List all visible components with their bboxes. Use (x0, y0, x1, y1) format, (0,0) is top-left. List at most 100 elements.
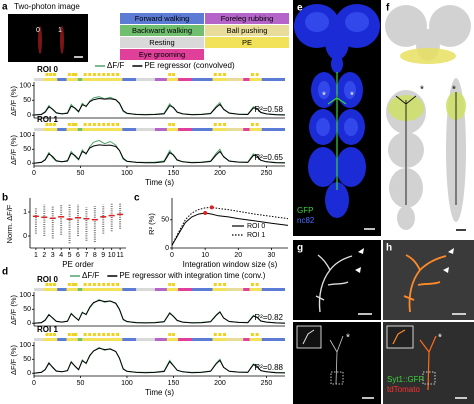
x-tick-label: 0 (32, 380, 36, 387)
ethogram-segment (77, 128, 83, 131)
x-tick-label: 200 (214, 170, 226, 177)
y-tick-label: 100 (19, 82, 31, 89)
y-tick-label: 1 (23, 209, 27, 216)
pe-event (213, 333, 217, 336)
ethogram-segment (227, 338, 244, 341)
ethogram-segment (192, 288, 213, 291)
pe-event (213, 283, 217, 286)
pe-event (52, 123, 56, 126)
y-tick-label: 100 (19, 132, 31, 139)
panel-letter: a (2, 2, 8, 13)
ethogram-segment (66, 128, 78, 131)
pe-event (71, 333, 75, 336)
ethogram-segment (66, 288, 78, 291)
pe-event (92, 283, 96, 286)
pe-event (49, 333, 53, 336)
behavior-label: Forward walking (135, 14, 190, 23)
ethogram-segment (136, 78, 155, 81)
pe-event (88, 73, 92, 76)
pe-event (223, 283, 227, 286)
ethogram-segment (249, 338, 262, 341)
series-line (171, 206, 289, 246)
ethogram-segment (57, 128, 67, 131)
pe-event (116, 333, 120, 336)
pe-event (67, 123, 71, 126)
y-tick-label: 0 (27, 160, 31, 167)
y-tick-label: 0 (27, 112, 31, 119)
x-tick-label: 250 (261, 380, 273, 387)
pe-event (168, 73, 172, 76)
pe-event (116, 73, 120, 76)
r2-annotation: R²=0.82 (254, 313, 283, 322)
pe-event (168, 333, 172, 336)
x-tick-label: 11 (116, 252, 123, 259)
x-tick-label: 2 (42, 252, 46, 259)
pe-event (67, 283, 71, 286)
r2-annotation: R²=0.88 (254, 363, 283, 372)
ethogram-segment (178, 78, 193, 81)
behavior-swatch (120, 25, 204, 36)
pe-event (45, 73, 49, 76)
x-tick-label: 200 (214, 380, 226, 387)
ethogram-segment (166, 338, 179, 341)
pe-event (49, 123, 53, 126)
ethogram-segment (43, 128, 58, 131)
pe-event (71, 123, 75, 126)
x-tick-label: 0 (170, 252, 174, 259)
y-tick-label: 50 (23, 306, 31, 313)
behavior-label: PE (242, 38, 252, 47)
ethogram-segment (122, 338, 137, 341)
pe-event (67, 333, 71, 336)
pe-event (97, 333, 101, 336)
series-line (33, 96, 286, 116)
y-tick-label: 0 (23, 233, 27, 240)
ethogram-segment (243, 78, 250, 81)
pe-event (171, 283, 175, 286)
ethogram-segment (227, 78, 244, 81)
ethogram-segment (249, 288, 262, 291)
pe-event (88, 283, 92, 286)
pe-event (45, 333, 49, 336)
asterisk: * (438, 333, 442, 344)
asterisk: * (350, 91, 354, 102)
behavior-label: Eye grooming (139, 50, 185, 59)
ethogram-segment (34, 288, 44, 291)
y-axis-label: ΔF/F (%) (9, 345, 18, 376)
x-axis-label: PE order (62, 260, 94, 269)
legend-label: PE regressor (convolved) (144, 61, 235, 70)
ethogram-segment (34, 128, 44, 131)
pe-event (213, 123, 217, 126)
pe-event (49, 283, 53, 286)
y-tick-label: 100 (19, 342, 31, 349)
panel-letter: g (297, 243, 303, 254)
pe-event (52, 283, 56, 286)
series-line (33, 347, 286, 374)
pe-event (223, 333, 227, 336)
pe-event (71, 283, 75, 286)
x-tick-label: 10 (201, 252, 209, 259)
legend-label: PE regressor with integration time (conv… (119, 271, 265, 280)
pe-event (102, 283, 106, 286)
r2-annotation: R²=0.58 (254, 105, 283, 114)
ethogram-segment (243, 288, 250, 291)
behavior-swatch (205, 13, 289, 24)
image-title: Two-photon image (14, 2, 80, 11)
neuron-image-h (383, 240, 474, 404)
x-tick-label: 100 (121, 170, 133, 177)
x-tick-label: 8 (93, 252, 97, 259)
behavior-swatch (120, 49, 204, 60)
series-line (33, 97, 286, 116)
pe-event (250, 123, 254, 126)
asterisk: * (322, 91, 326, 102)
y-tick-label: 0 (27, 370, 31, 377)
ethogram-segment (57, 338, 67, 341)
pe-event (83, 73, 87, 76)
x-tick-label: 5 (68, 252, 72, 259)
behavior-label: Resting (149, 38, 174, 47)
ethogram-segment (77, 338, 83, 341)
ethogram-segment (43, 78, 58, 81)
pe-event (49, 73, 53, 76)
y-axis-label: R² (%) (147, 213, 156, 235)
ethogram-segment (57, 78, 67, 81)
pe-event (52, 333, 56, 336)
